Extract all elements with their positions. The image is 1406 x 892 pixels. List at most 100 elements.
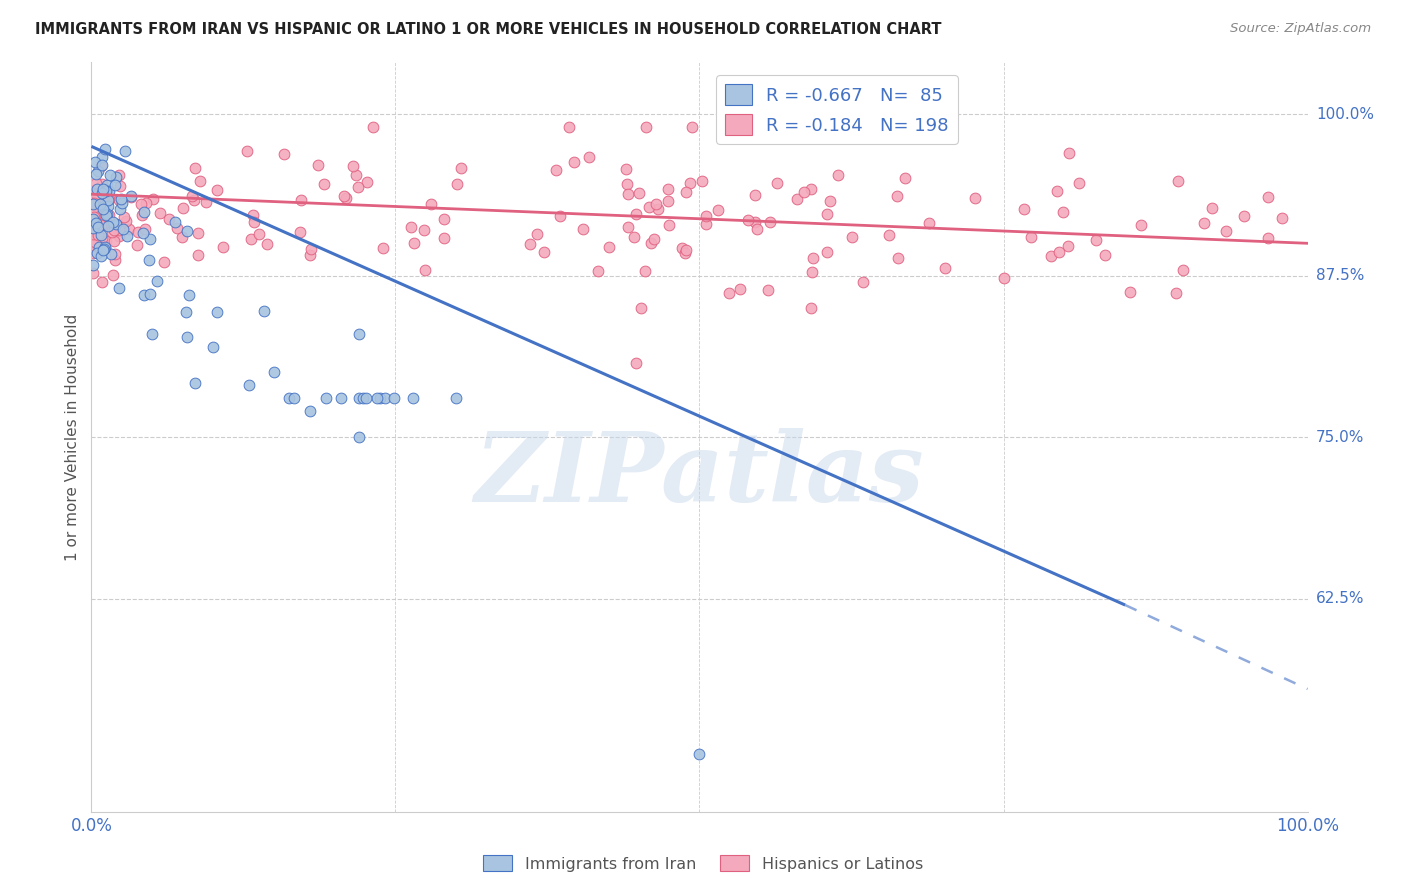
Point — [90, 159, 112, 173]
Point — [97, 193, 120, 207]
Point — [120, 190, 142, 204]
Point — [766, 176, 789, 190]
Point — [616, 177, 638, 191]
Point — [138, 253, 160, 268]
Point — [96, 207, 118, 221]
Point — [690, 174, 713, 188]
Point — [433, 231, 456, 245]
Point — [94, 209, 117, 223]
Point — [194, 194, 217, 209]
Point — [1084, 234, 1107, 248]
Point — [83, 196, 105, 211]
Point — [330, 392, 353, 406]
Point — [103, 223, 125, 237]
Point — [82, 208, 104, 222]
Point — [82, 267, 104, 281]
Point — [633, 264, 655, 278]
Point — [101, 226, 124, 240]
Point — [90, 150, 112, 164]
Point — [800, 301, 823, 315]
Point — [149, 206, 172, 220]
Point — [91, 230, 114, 244]
Point — [242, 215, 264, 229]
Point — [98, 168, 121, 182]
Point — [87, 220, 110, 235]
Point — [818, 194, 841, 208]
Point — [134, 222, 156, 236]
Point — [84, 167, 107, 181]
Point — [108, 193, 131, 207]
Point — [90, 249, 112, 263]
Point — [90, 275, 112, 289]
Text: 87.5%: 87.5% — [1316, 268, 1364, 283]
Legend: R = -0.667   N=  85, R = -0.184   N= 198: R = -0.667 N= 85, R = -0.184 N= 198 — [716, 75, 957, 144]
Point — [90, 177, 112, 191]
Point — [841, 230, 863, 244]
Point — [96, 184, 118, 198]
Point — [104, 247, 127, 261]
Point — [344, 169, 367, 183]
Point — [1057, 238, 1080, 252]
Point — [90, 186, 112, 200]
Point — [184, 376, 207, 390]
Point — [176, 224, 198, 238]
Point — [141, 192, 163, 206]
Point — [263, 366, 285, 380]
Point — [1166, 285, 1188, 300]
Point — [533, 245, 555, 260]
Point — [728, 282, 751, 296]
Point — [83, 154, 105, 169]
Point — [744, 188, 766, 202]
Point — [115, 228, 138, 243]
Point — [139, 232, 162, 246]
Point — [1201, 201, 1223, 215]
Point — [623, 230, 645, 244]
Point — [97, 184, 120, 198]
Point — [205, 183, 228, 197]
Point — [624, 206, 647, 220]
Point — [1052, 205, 1074, 219]
Point — [170, 230, 193, 244]
Point — [108, 218, 131, 232]
Point — [127, 225, 149, 239]
Point — [87, 240, 110, 254]
Point — [108, 281, 131, 295]
Point — [1047, 244, 1070, 259]
Point — [877, 227, 900, 242]
Point — [94, 185, 117, 199]
Point — [402, 392, 425, 406]
Point — [852, 276, 875, 290]
Point — [174, 305, 197, 319]
Point — [166, 221, 188, 235]
Point — [93, 218, 115, 232]
Point — [1215, 224, 1237, 238]
Point — [614, 162, 637, 177]
Point — [298, 248, 321, 262]
Point — [800, 182, 823, 196]
Point — [96, 178, 118, 192]
Point — [382, 392, 405, 406]
Legend: Immigrants from Iran, Hispanics or Latinos: Immigrants from Iran, Hispanics or Latin… — [475, 847, 931, 880]
Point — [588, 264, 610, 278]
Point — [1094, 248, 1116, 262]
Point — [108, 178, 131, 193]
Point — [657, 182, 679, 196]
Point — [413, 263, 436, 277]
Point — [412, 222, 434, 236]
Point — [647, 202, 669, 217]
Point — [346, 179, 368, 194]
Point — [103, 234, 125, 248]
Point — [83, 203, 105, 218]
Point — [82, 220, 104, 235]
Point — [82, 237, 104, 252]
Point — [84, 177, 107, 191]
Text: IMMIGRANTS FROM IRAN VS HISPANIC OR LATINO 1 OR MORE VEHICLES IN HOUSEHOLD CORRE: IMMIGRANTS FROM IRAN VS HISPANIC OR LATI… — [35, 22, 942, 37]
Point — [688, 747, 710, 761]
Point — [86, 191, 108, 205]
Point — [172, 201, 194, 215]
Point — [146, 274, 169, 288]
Point — [86, 227, 108, 242]
Point — [86, 246, 108, 260]
Point — [544, 162, 567, 177]
Point — [153, 254, 176, 268]
